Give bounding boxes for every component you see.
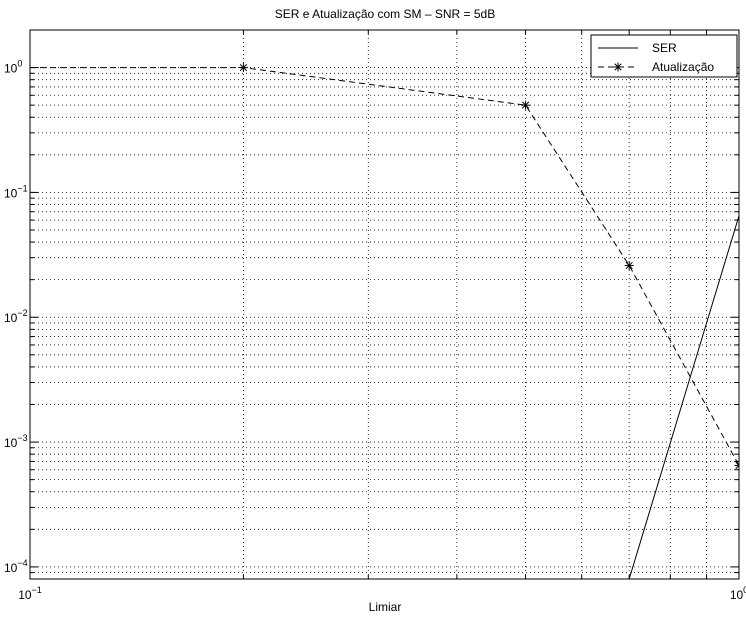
- data-point-1-1: [238, 63, 248, 73]
- marker-stroke: [735, 461, 739, 467]
- y-tick-label: 10−4: [4, 558, 28, 575]
- legend-atualizacao-marker: [613, 62, 623, 72]
- series: [30, 63, 739, 579]
- data-point-1-2: [521, 100, 531, 110]
- y-tick-label: 100: [4, 59, 22, 76]
- data-point-1-4: [734, 460, 739, 470]
- marker-stroke: [614, 63, 622, 71]
- data-point-1-3: [624, 260, 634, 270]
- marker-stroke: [239, 63, 248, 72]
- series-line-1: [30, 67, 739, 466]
- chart-title: SER e Atualização com SM – SNR = 5dB: [275, 7, 495, 21]
- y-tick-label: 10−3: [4, 433, 28, 450]
- plot-frame: [29, 29, 740, 580]
- x-tick-label: 10−1: [18, 585, 42, 602]
- y-tick-label: 10−2: [4, 308, 28, 325]
- series-line-0: [628, 215, 739, 579]
- y-tick-label: 10−1: [4, 183, 28, 200]
- legend-ser-label: SER: [652, 41, 677, 55]
- legend-box: [590, 34, 738, 78]
- grid: [30, 30, 739, 579]
- marker-stroke: [521, 101, 530, 109]
- marker-stroke: [625, 261, 633, 270]
- x-tick-label: 100: [730, 585, 746, 602]
- x-axis-label: Limiar: [369, 600, 402, 614]
- legend-marker-asterisk: [613, 62, 623, 72]
- ticks: 10−1 100 100 10−1 10−2 10−3 10−4: [4, 30, 746, 602]
- legend-atualizacao-label: Atualização: [652, 60, 714, 74]
- marker-stroke: [735, 464, 739, 470]
- legend: SER Atualização: [590, 34, 738, 78]
